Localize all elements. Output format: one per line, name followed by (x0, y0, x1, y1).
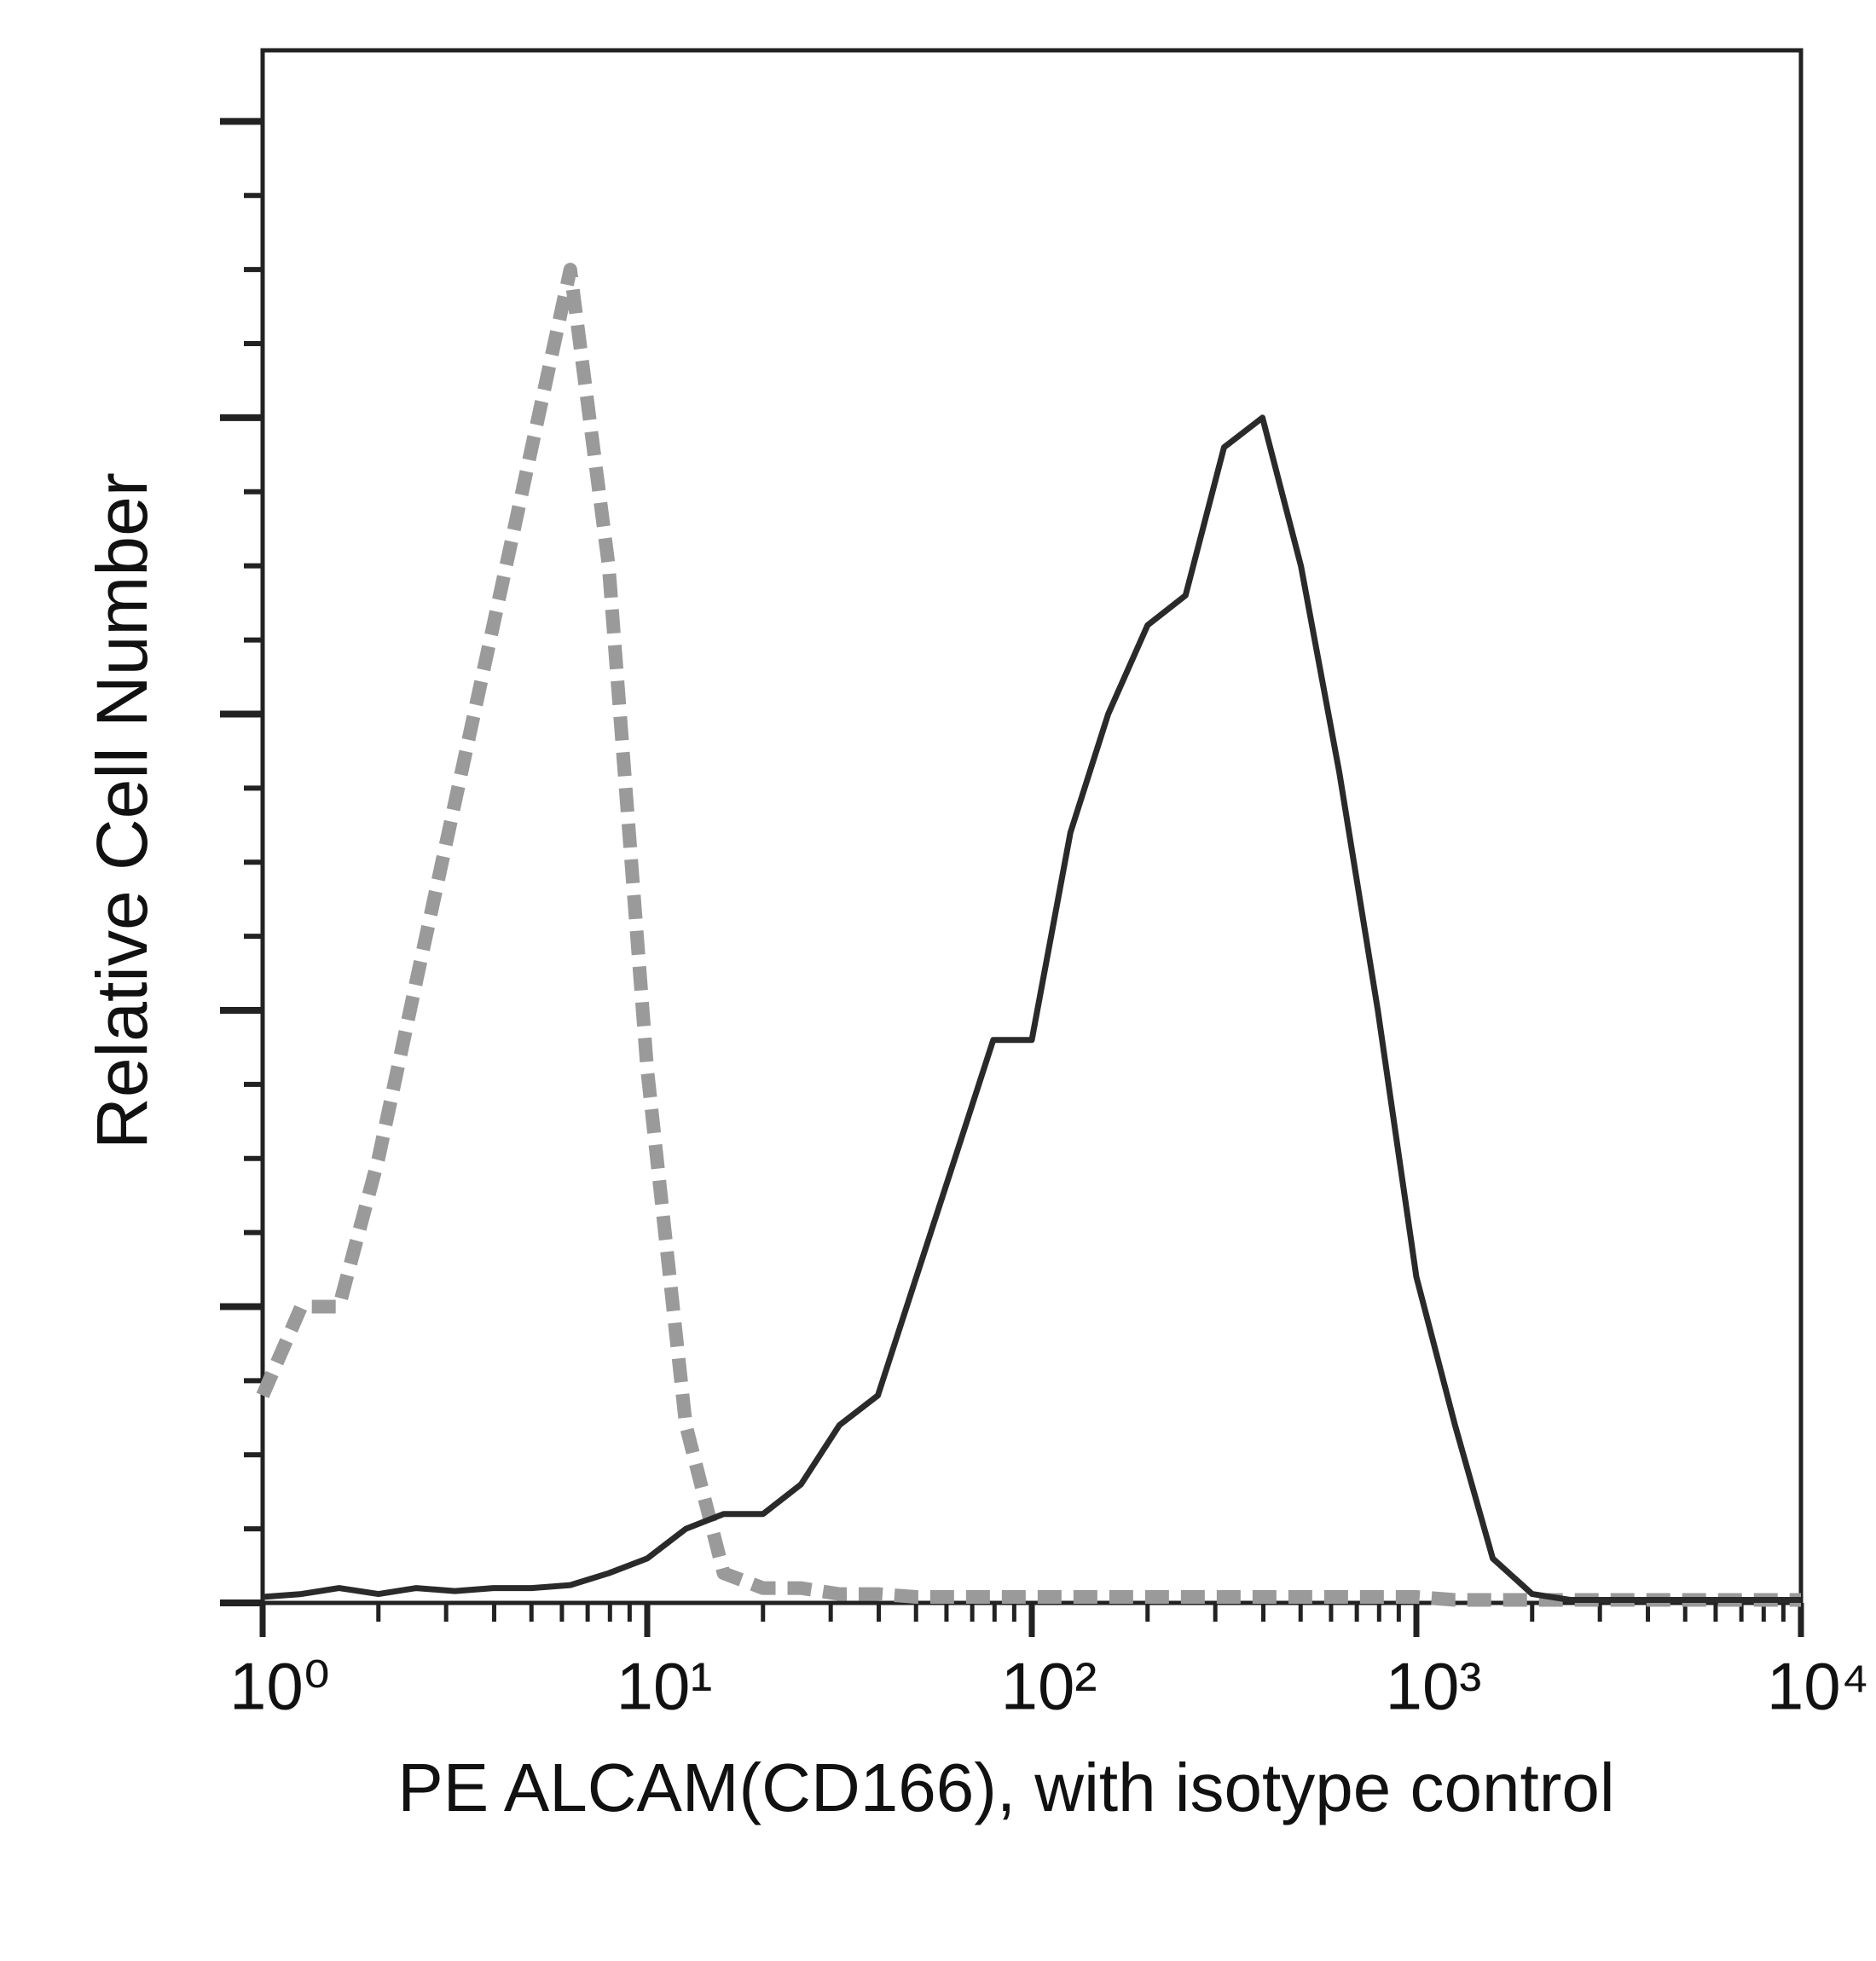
series-line (256, 263, 1801, 1607)
x-tick-label: 10⁰ (229, 1649, 330, 1724)
x-tick-label: 10⁴ (1767, 1649, 1869, 1724)
x-tick-label: 10² (1001, 1649, 1097, 1724)
x-tick-label: 10³ (1386, 1649, 1482, 1724)
x-axis-label: PE ALCAM(CD166), with isotype control (397, 1750, 1614, 1825)
y-axis-label: Relative Cell Number (82, 472, 162, 1149)
x-tick-label: 10¹ (617, 1649, 713, 1724)
plot-frame (260, 48, 1804, 1605)
series-line (262, 414, 1801, 1603)
